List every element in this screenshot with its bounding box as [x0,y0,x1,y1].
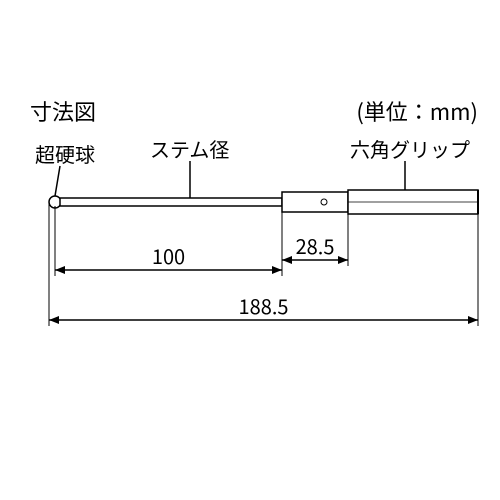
dim-1885: 188.5 [239,291,289,320]
unit-label: (単位：mm) [356,95,478,127]
label-grip: 六角グリップ [350,134,470,163]
label-ball: 超硬球 [35,139,95,168]
title: 寸法図 [30,95,96,127]
label-stem: ステム径 [150,134,229,163]
dim-285: 28.5 [296,231,335,260]
dim-100: 100 [152,241,185,270]
